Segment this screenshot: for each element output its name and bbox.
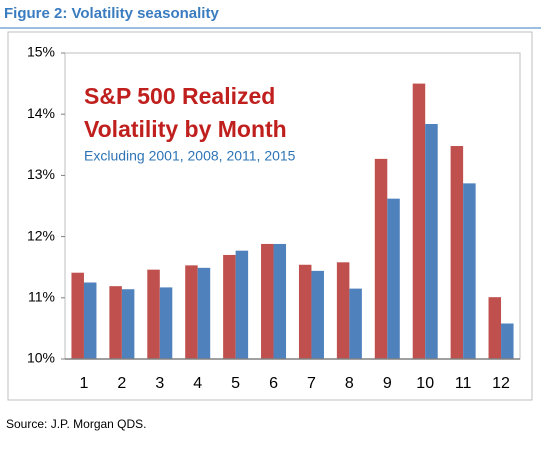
bar (159, 287, 173, 359)
inset-title: Volatility by Month (84, 116, 287, 142)
bar (488, 297, 502, 359)
inset-subtitle: Excluding 2001, 2008, 2011, 2015 (84, 148, 296, 164)
x-tick-label: 2 (117, 375, 126, 392)
y-tick-label: 10% (27, 350, 55, 366)
bar (235, 250, 249, 359)
source: Source: J.P. Morgan QDS. (6, 417, 147, 431)
bar (425, 123, 438, 359)
bar (349, 288, 362, 359)
y-tick-label: 13% (27, 166, 55, 182)
bar (374, 158, 388, 359)
bar (412, 83, 426, 359)
x-tick-label: 7 (307, 375, 316, 392)
y-tick-label: 12% (27, 227, 55, 243)
bar (463, 183, 476, 359)
x-tick-label: 11 (455, 375, 472, 392)
bar (109, 286, 122, 359)
bar (501, 323, 514, 359)
bar (197, 267, 211, 359)
bar (147, 269, 160, 359)
bar (121, 289, 135, 359)
x-tick-label: 3 (155, 375, 164, 392)
bar (261, 243, 274, 359)
x-tick-label: 6 (269, 375, 278, 392)
bar (450, 146, 464, 359)
bar (83, 282, 97, 359)
x-tick-label: 10 (416, 375, 434, 392)
bar (387, 198, 400, 359)
x-tick-label: 9 (383, 375, 392, 392)
chart-title: Figure 2: Volatility seasonality (4, 5, 219, 22)
y-tick-label: 14% (27, 105, 55, 121)
bar (273, 243, 287, 359)
bar (336, 262, 350, 359)
x-tick-label: 5 (231, 375, 240, 392)
bar (311, 270, 324, 359)
bar (223, 254, 236, 359)
x-tick-label: 4 (193, 375, 202, 392)
x-tick-label: 1 (80, 375, 89, 392)
y-tick-label: 11% (28, 289, 55, 305)
bar (71, 272, 84, 359)
bar (298, 264, 312, 359)
chart-frame (7, 31, 533, 401)
x-tick-label: 12 (492, 375, 510, 392)
bar (185, 265, 198, 359)
inset-title: S&P 500 Realized (84, 83, 275, 109)
x-tick-label: 8 (345, 375, 354, 392)
y-tick-label: 15% (27, 44, 55, 60)
